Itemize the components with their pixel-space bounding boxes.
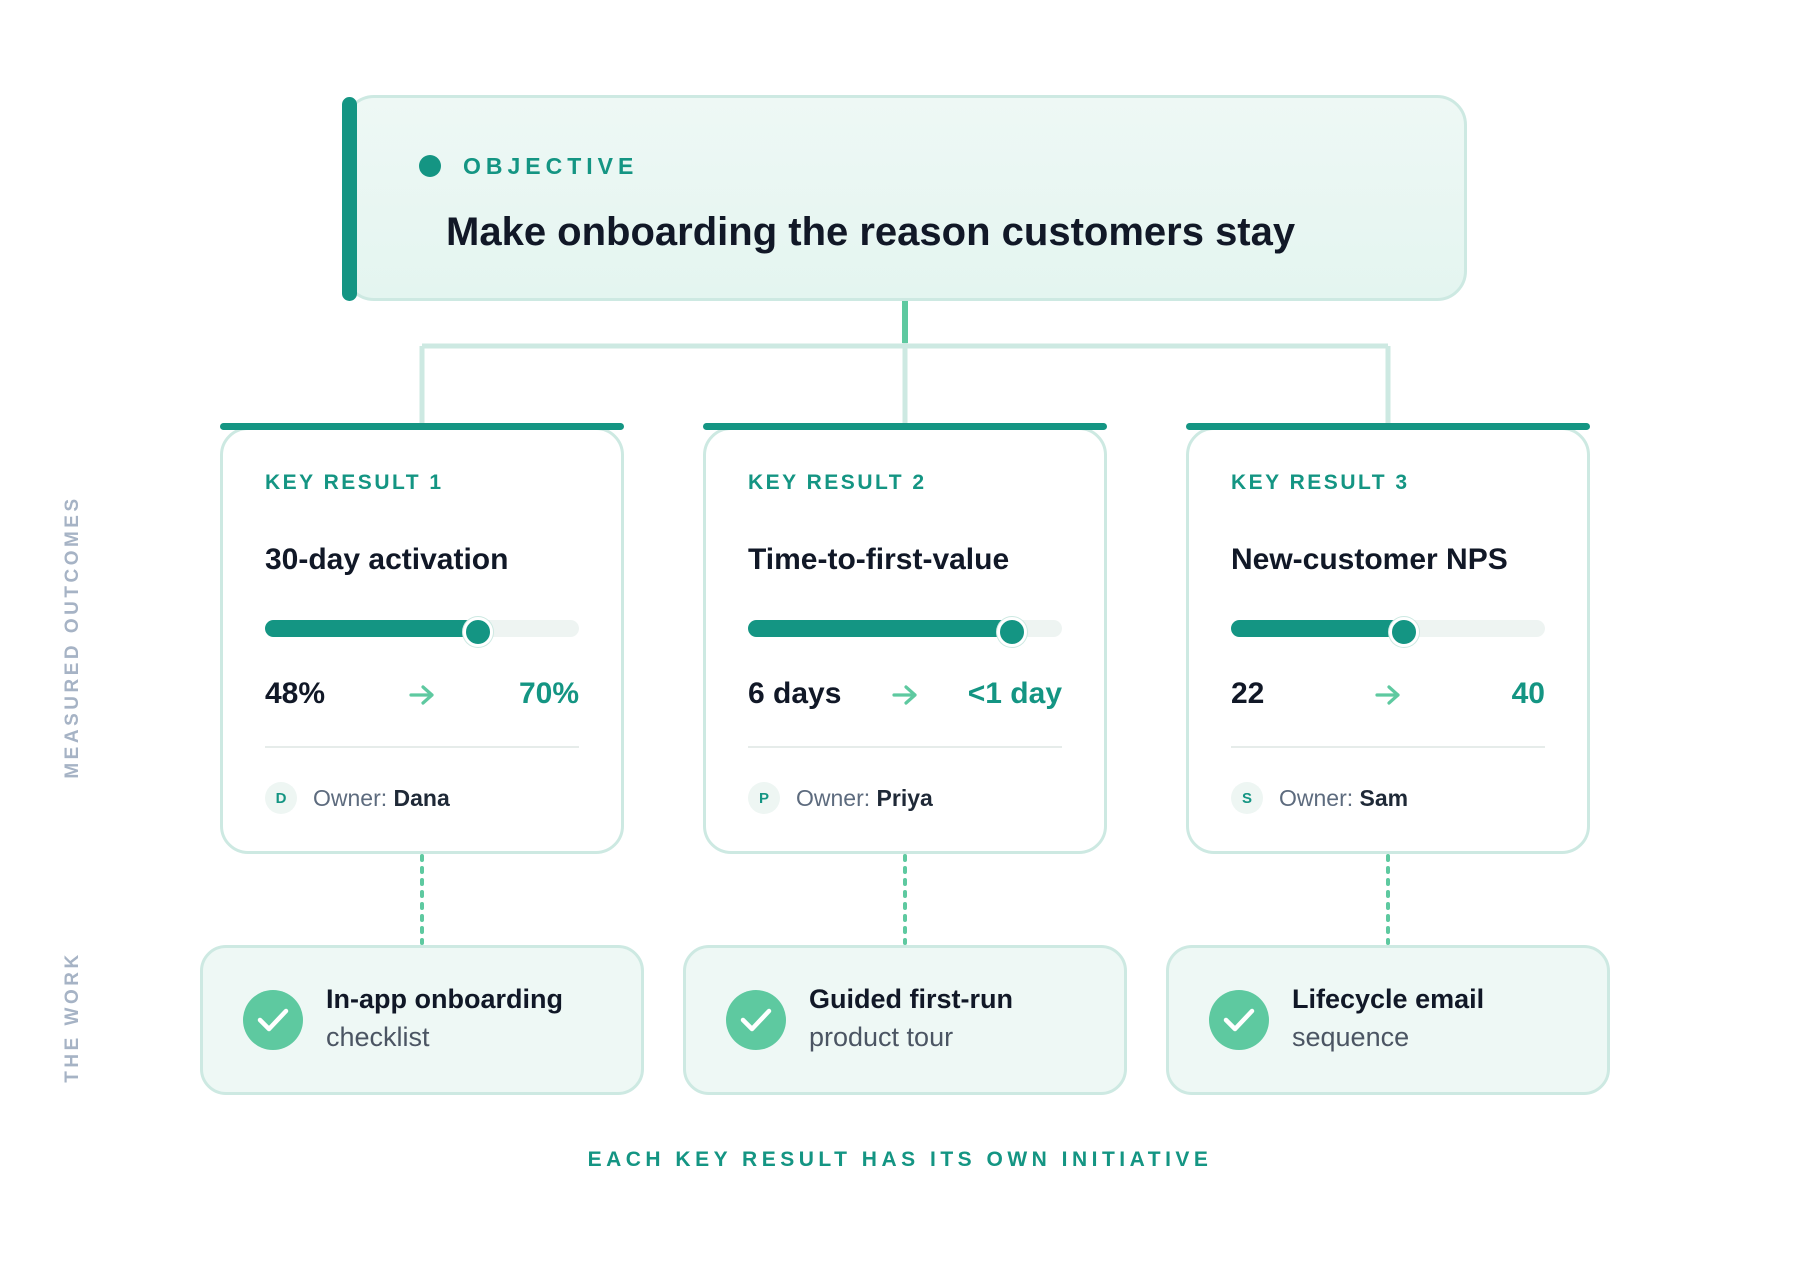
current-value: 48%	[265, 677, 326, 710]
current-value: 22	[1231, 677, 1265, 710]
target-value: <1 day	[967, 677, 1062, 710]
progress-fill	[1231, 620, 1401, 637]
key-result-title: 30-day activation	[265, 543, 509, 576]
key-result-label: KEY RESULT 1	[265, 471, 444, 494]
initiative-subtitle: checklist	[326, 1022, 430, 1052]
owner-avatar: P	[748, 782, 780, 814]
check-circle-icon	[726, 990, 786, 1050]
progress-fill	[748, 620, 1009, 637]
check-circle-icon	[1209, 990, 1269, 1050]
arrow-right-icon	[409, 685, 434, 705]
objective-card	[344, 95, 1467, 301]
divider	[265, 746, 579, 748]
key-result-label: KEY RESULT 2	[748, 471, 927, 494]
progress-knob	[463, 616, 494, 647]
initiative-title: Lifecycle email	[1292, 984, 1485, 1014]
owner-avatar: D	[265, 782, 297, 814]
key-result-label: KEY RESULT 3	[1231, 471, 1410, 494]
owner-name: Priya	[876, 785, 933, 811]
progress-fill	[265, 620, 476, 637]
key-result-title: Time-to-first-value	[748, 543, 1010, 576]
owner-name: Dana	[393, 785, 450, 811]
side-label-outcomes: MEASURED OUTCOMES	[62, 495, 83, 779]
owner-prefix: Owner:	[1279, 785, 1354, 811]
objective-dot-icon	[419, 155, 441, 177]
progress-knob	[996, 616, 1027, 647]
arrow-right-icon	[1375, 685, 1400, 705]
footer-caption: EACH KEY RESULT HAS ITS OWN INITIATIVE	[587, 1148, 1213, 1171]
owner-text: Owner: Priya	[796, 785, 933, 812]
key-result-accent-bar	[220, 423, 624, 430]
arrow-right-icon	[892, 685, 917, 705]
key-result-accent-bar	[1186, 423, 1590, 430]
owner-name: Sam	[1359, 785, 1409, 811]
owner-prefix: Owner:	[796, 785, 871, 811]
progress-track	[748, 616, 1062, 647]
progress-knob	[1388, 616, 1419, 647]
current-value: 6 days	[748, 677, 842, 710]
objective-label: OBJECTIVE	[463, 153, 639, 179]
owner-prefix: Owner:	[313, 785, 388, 811]
objective-title: Make onboarding the reason customers sta…	[446, 210, 1296, 254]
owner-text: Owner: Dana	[313, 785, 450, 812]
side-label-work: THE WORK	[62, 951, 83, 1083]
key-result-title: New-customer NPS	[1231, 543, 1508, 576]
owner-avatar: S	[1231, 782, 1263, 814]
initiative-subtitle: sequence	[1292, 1022, 1410, 1052]
divider	[748, 746, 1062, 748]
target-value: 70%	[518, 677, 579, 710]
initiative-title: Guided first-run	[809, 984, 1013, 1014]
key-result-accent-bar	[703, 423, 1107, 430]
objective-accent-bar	[342, 97, 357, 301]
progress-track	[265, 616, 579, 647]
initiative-title: In-app onboarding	[326, 984, 563, 1014]
divider	[1231, 746, 1545, 748]
owner-text: Owner: Sam	[1279, 785, 1408, 812]
target-value: 40	[1511, 677, 1545, 710]
progress-track	[1231, 616, 1545, 647]
check-circle-icon	[243, 990, 303, 1050]
initiative-subtitle: product tour	[809, 1022, 954, 1052]
